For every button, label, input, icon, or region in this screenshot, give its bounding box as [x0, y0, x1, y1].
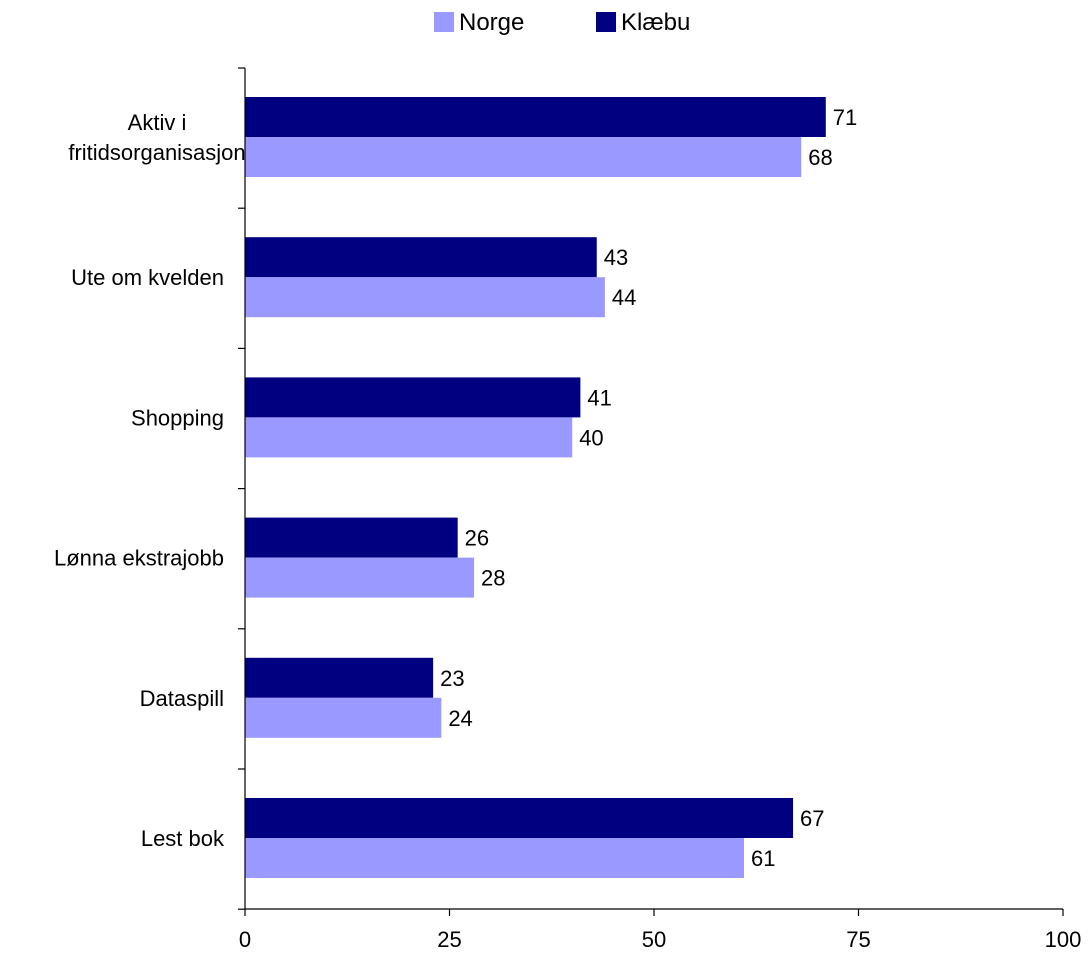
bar-norge-3: [245, 557, 475, 598]
x-tick-label: 25: [437, 927, 461, 952]
category-label: Ute om kvelden: [71, 265, 224, 290]
data-label-norge-5: 61: [751, 846, 775, 871]
bar-klæbu-3: [245, 517, 458, 558]
x-tick-label: 100: [1045, 927, 1082, 952]
data-label-klæbu-5: 67: [800, 806, 824, 831]
data-label-klæbu-0: 71: [833, 105, 857, 130]
data-label-norge-0: 68: [808, 145, 832, 170]
category-label: Lest bok: [141, 826, 225, 851]
bar-klæbu-0: [245, 97, 826, 137]
data-label-norge-2: 40: [579, 425, 603, 450]
bar-norge-0: [245, 137, 802, 177]
data-label-norge-1: 44: [612, 285, 636, 310]
data-label-norge-4: 24: [448, 706, 472, 731]
data-label-norge-3: 28: [481, 566, 505, 591]
bar-klæbu-1: [245, 237, 597, 278]
bars: [245, 97, 826, 878]
category-label: Shopping: [131, 405, 224, 430]
bar-klæbu-2: [245, 377, 581, 418]
bar-norge-1: [245, 277, 605, 318]
category-label: Aktiv i fritidsorganisasjon: [68, 110, 245, 165]
bar-klæbu-5: [245, 798, 794, 838]
category-label: Dataspill: [140, 686, 224, 711]
x-tick-label: 50: [642, 927, 666, 952]
x-tick-label: 0: [239, 927, 251, 952]
legend: Norge Klæbu: [434, 9, 690, 36]
legend-swatch-norge: [434, 12, 454, 32]
axes: [238, 67, 1064, 916]
data-label-klæbu-4: 23: [440, 666, 464, 691]
bar-norge-4: [245, 697, 442, 738]
bar-norge-5: [245, 838, 744, 878]
bar-klæbu-4: [245, 657, 434, 698]
legend-label-norge: Norge: [459, 9, 524, 36]
category-label: Lønna ekstrajobb: [54, 546, 224, 571]
legend-label-klæbu: Klæbu: [621, 9, 690, 36]
x-tick-label: 75: [846, 927, 870, 952]
data-label-klæbu-2: 41: [587, 385, 611, 410]
bar-norge-2: [245, 417, 573, 458]
data-label-klæbu-1: 43: [604, 245, 628, 270]
legend-swatch-klæbu: [596, 12, 616, 32]
data-label-klæbu-3: 26: [465, 526, 489, 551]
